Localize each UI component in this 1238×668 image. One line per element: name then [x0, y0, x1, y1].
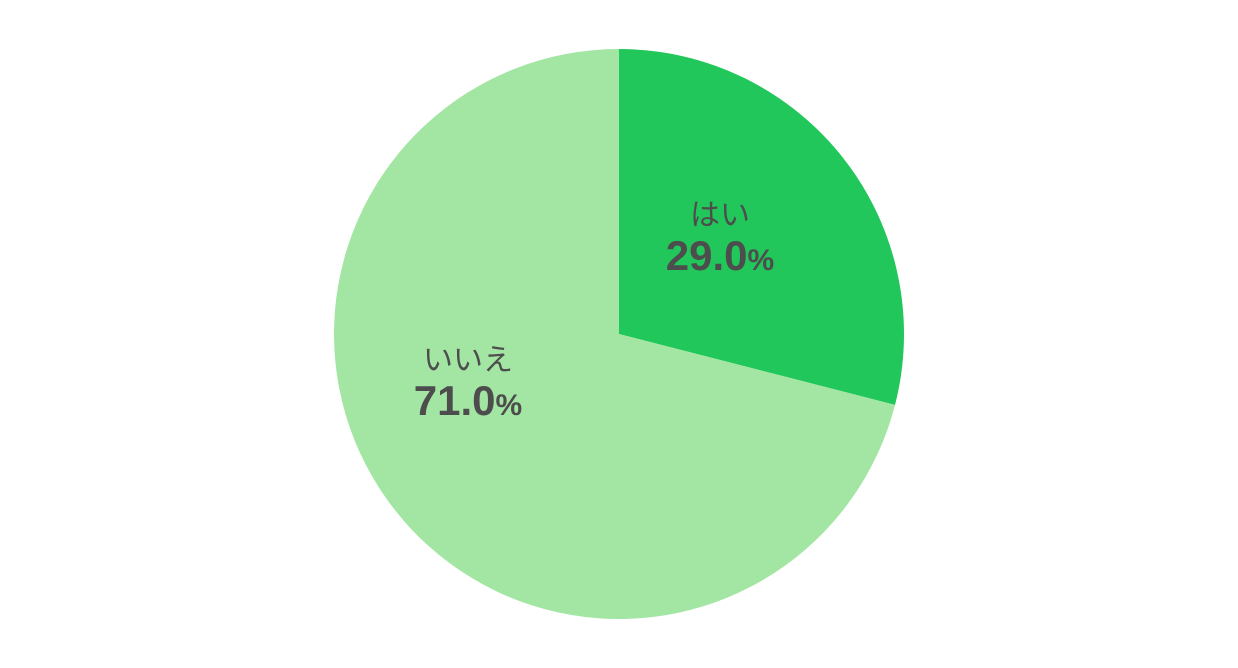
pie-chart: はい29.0%いいえ71.0%: [0, 0, 1238, 668]
slice-label-0: はい: [690, 199, 750, 232]
slice-label-1: いいえ: [423, 344, 513, 377]
pie-chart-container: はい29.0%いいえ71.0%: [0, 0, 1238, 668]
